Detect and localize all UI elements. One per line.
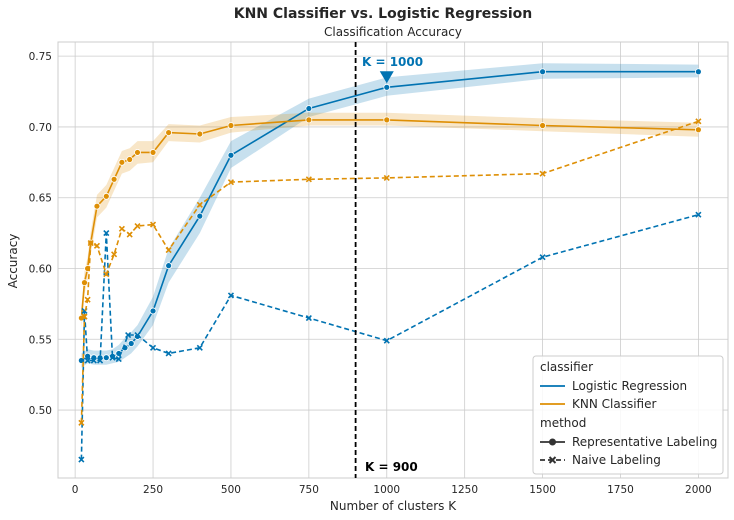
data-point [97,357,104,364]
data-point [383,116,391,124]
x-axis-label: Number of clusters K [330,499,457,513]
y-axis-label: Accuracy [6,234,20,289]
data-point [383,83,391,91]
legend-item-naive-labeling: Naive Labeling [572,453,661,467]
data-point [87,239,94,247]
data-point [196,130,204,138]
data-point [694,126,702,134]
x-tick-label: 1750 [607,484,634,496]
data-point [134,222,141,230]
data-point [149,221,157,228]
data-point [694,68,702,76]
data-point [102,192,110,200]
series-line-3 [80,120,699,423]
data-point [305,314,312,322]
data-point [127,340,135,347]
data-point [103,271,110,278]
plot-area [57,41,729,479]
annotation-marker [379,71,394,84]
x-tick-label: 0 [72,484,79,496]
vline-label: K = 900 [365,460,418,474]
data-point [110,175,118,183]
legend-item-representative-labeling: Representative Labeling [572,435,717,449]
data-point [165,129,173,136]
data-point [103,230,110,237]
data-point [78,419,85,426]
y-tick-label: 0.50 [29,405,52,417]
data-point [305,105,313,112]
data-point [109,354,116,361]
data-point [126,156,134,163]
data-point [539,254,546,261]
y-tick-label: 0.70 [29,122,52,134]
data-point [165,247,172,254]
data-point [118,225,125,232]
x-tick-label: 500 [221,484,241,496]
x-tick-label: 1500 [529,484,556,496]
legend-frame [532,355,724,475]
legend-marker-circle [549,438,556,446]
data-point [84,296,91,303]
data-point [149,149,157,156]
confidence-band-1 [81,112,699,328]
data-point [102,354,110,362]
legend-title-classifier: classifier [540,360,593,374]
data-point [196,344,203,351]
data-point [227,179,235,186]
data-point [305,116,313,124]
data-point [539,68,546,76]
data-point [93,202,101,210]
data-point [695,211,702,218]
data-point [695,118,702,125]
annotation-label: K = 1000 [362,55,423,69]
data-point [196,212,204,220]
data-point [126,231,133,238]
legend: classifier Logistic Regression KNN Class… [532,355,724,475]
y-tick-label: 0.55 [29,334,52,346]
data-point [383,174,390,181]
data-point [118,158,126,166]
chart-suptitle: KNN Classifier vs. Logistic Regression [234,6,533,22]
data-point [90,357,97,364]
x-tick-label: 1000 [373,484,400,496]
x-tick-label: 2000 [685,484,712,496]
legend-marker-x [548,456,557,464]
legend-title-method: method [540,416,586,430]
y-tick-label: 0.75 [29,51,52,63]
data-point [227,292,235,299]
data-point [93,242,101,249]
data-point [383,337,390,344]
series-line-1 [80,119,699,319]
data-point [111,251,118,258]
legend-item-knn-classifier: KNN Classifier [572,397,656,411]
data-point [81,313,88,320]
data-point [539,170,546,177]
y-tick-label: 0.60 [29,263,52,275]
data-point [165,262,173,270]
data-point [305,176,312,183]
data-point [125,331,132,339]
plot-frame [57,41,729,479]
data-point [149,307,157,315]
x-tick-label: 250 [143,484,163,496]
data-point [196,201,203,208]
data-point [81,279,88,287]
data-point [134,331,141,339]
data-point [149,344,157,351]
data-point [227,122,235,129]
data-point [134,149,141,156]
data-point [227,151,235,159]
data-point [539,122,546,129]
chart-title: Classification Accuracy [324,25,462,39]
data-point [115,356,122,363]
data-point [84,357,91,364]
x-tick-label: 750 [299,484,319,496]
y-tick-label: 0.65 [29,193,52,205]
data-point [78,456,85,463]
legend-item-logistic-regression: Logistic Regression [572,379,687,393]
x-tick-label: 1250 [451,484,478,496]
confidence-band-0 [81,63,699,368]
data-point [165,350,172,357]
